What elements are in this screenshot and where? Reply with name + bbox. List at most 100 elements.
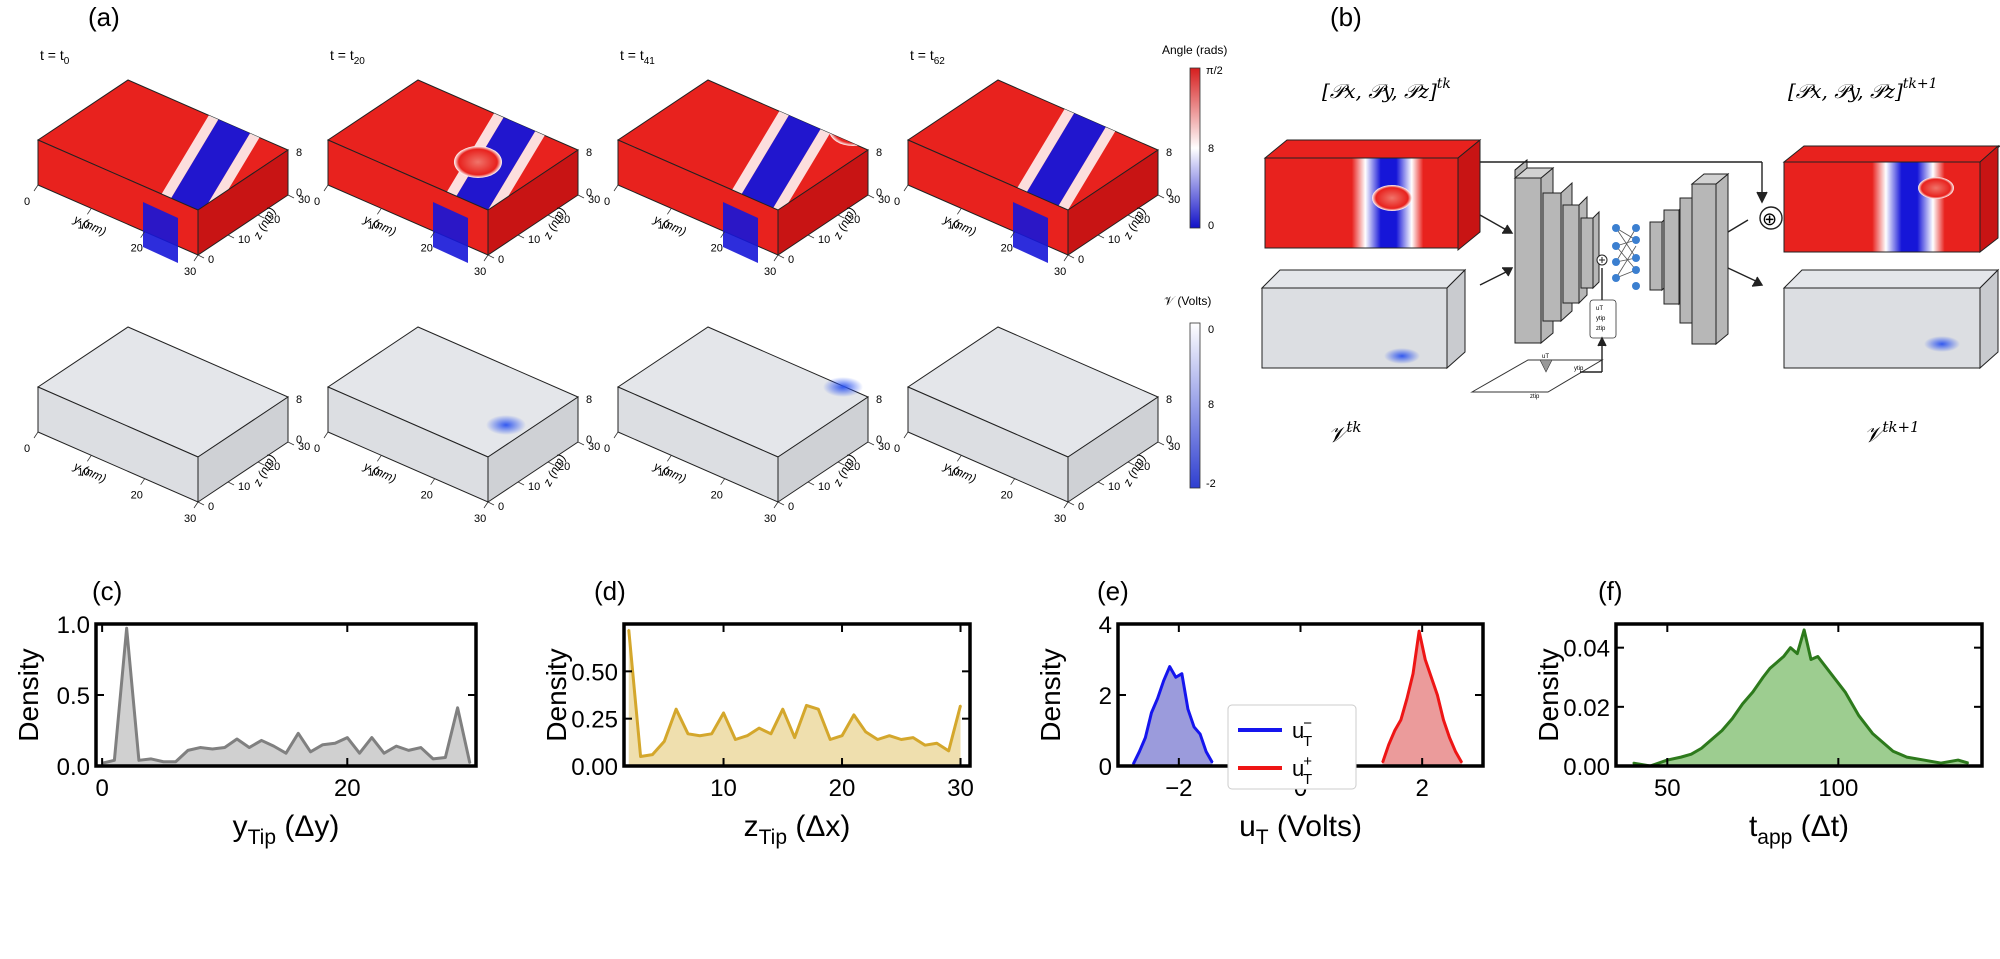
- y-tick-label: 10: [947, 466, 959, 478]
- data-point: [223, 746, 226, 749]
- x-tick-label: 0: [296, 434, 302, 446]
- z-tick-label: 10: [1108, 234, 1120, 246]
- data-point: [113, 759, 116, 762]
- y-tick-label: 0.25: [571, 707, 618, 734]
- data-point: [1731, 717, 1734, 720]
- x-tick-label: 0: [586, 434, 592, 446]
- data-point: [1381, 761, 1384, 764]
- y-tick-label: 30: [474, 266, 486, 278]
- x-tick-label: 20: [334, 775, 361, 802]
- data-point: [407, 749, 410, 752]
- y-tick-label: 0: [604, 196, 610, 208]
- y-tick-label: 2: [1099, 683, 1112, 710]
- svg-text:ztip: ztip: [1530, 394, 1540, 400]
- latent-network: [1612, 224, 1640, 290]
- z-tick-label: 0: [208, 501, 214, 513]
- time-label-2: t = t41: [620, 47, 655, 67]
- data-point: [1168, 665, 1171, 668]
- series-uT--area: [1133, 666, 1213, 766]
- z-tick-label: 10: [238, 481, 250, 493]
- data-point: [841, 734, 843, 737]
- data-point: [211, 748, 214, 750]
- colorbar-angle: Angle (rads) π/2 8 0: [1162, 43, 1227, 232]
- data-point: [1858, 714, 1860, 717]
- y-tick-label: 20: [1001, 243, 1013, 255]
- v-in-label: 𝒱tk: [1328, 418, 1361, 448]
- data-point: [734, 738, 737, 741]
- data-point: [1424, 658, 1427, 661]
- y-tick-label: 30: [764, 513, 776, 525]
- plot-frame: [622, 622, 972, 768]
- z-tick-label: 0: [208, 254, 214, 266]
- y-tick-label: 30: [764, 266, 776, 278]
- data-point: [1817, 655, 1819, 658]
- colorbar-angle-mid: 8: [1208, 143, 1214, 155]
- z-tick-label: 0: [498, 254, 504, 266]
- data-point: [710, 733, 713, 735]
- y-tick-label: 1.0: [57, 612, 90, 639]
- y-tick-label: 0: [314, 196, 320, 208]
- data-point: [1211, 761, 1214, 764]
- data-point: [1796, 652, 1799, 655]
- y-tick-label: 30: [1054, 266, 1066, 278]
- y-axis-label: y (nm): [941, 459, 979, 486]
- y-axis-label: y (nm): [941, 212, 979, 239]
- residual-add-icon: ⊕: [1759, 206, 1783, 230]
- z-tick-label: 30: [588, 194, 600, 206]
- data-point: [1680, 756, 1682, 758]
- data-point: [793, 736, 796, 739]
- y-tick-label: 0: [314, 443, 320, 455]
- y-tick-label: 0: [24, 443, 30, 455]
- data-point: [1406, 697, 1408, 700]
- encoder-blocks: [1513, 158, 1600, 345]
- data-point: [260, 739, 263, 742]
- colorbar-volt-top: 0: [1208, 324, 1214, 336]
- y-tick-label: 20: [711, 490, 723, 502]
- data-point: [1436, 694, 1439, 696]
- series-area: [628, 629, 961, 766]
- data-point: [1700, 747, 1703, 750]
- colorbar-angle-title: Angle (rads): [1162, 43, 1227, 57]
- z-tick-label: 10: [818, 481, 830, 493]
- y-tick-label: 10: [657, 219, 669, 231]
- y-tick-label: 0.00: [1563, 754, 1610, 781]
- data-point: [699, 734, 701, 737]
- data-point: [936, 742, 938, 745]
- data-point: [162, 760, 165, 763]
- z-tick-label: 20: [558, 214, 570, 226]
- data-point: [1138, 751, 1141, 753]
- colorbar-volt-bottom: -2: [1206, 478, 1216, 490]
- data-point: [1741, 703, 1744, 705]
- z-tick-label: 30: [1168, 441, 1180, 453]
- z-tick-label: 10: [1108, 481, 1120, 493]
- data-point: [150, 758, 152, 760]
- x-tick-label: 0: [586, 187, 592, 199]
- data-point: [297, 732, 300, 735]
- data-point: [1882, 741, 1884, 744]
- data-point: [1844, 691, 1846, 693]
- data-point: [900, 738, 903, 741]
- x-tick-label: 8: [296, 394, 302, 406]
- data-point: [432, 758, 434, 760]
- input-voltage-slab: [1260, 268, 1467, 370]
- data-point: [1775, 661, 1778, 664]
- data-point: [1430, 676, 1433, 679]
- data-point: [383, 752, 385, 755]
- y-tick-label: 30: [1054, 513, 1066, 525]
- output-polarization-slab: [1782, 144, 2000, 254]
- y-tick-label: 4: [1099, 612, 1112, 639]
- series-uT+-area: [1382, 631, 1462, 766]
- z-tick-label: 30: [1168, 194, 1180, 206]
- data-point: [1181, 672, 1183, 675]
- z-tick-label: 20: [268, 461, 280, 473]
- x-tick-label: 8: [1166, 147, 1172, 159]
- data-point: [1193, 726, 1195, 728]
- z-tick-label: 30: [588, 441, 600, 453]
- y-tick-label: 20: [1001, 490, 1013, 502]
- data-point: [1892, 750, 1894, 753]
- decoder-blocks: [1649, 172, 1730, 346]
